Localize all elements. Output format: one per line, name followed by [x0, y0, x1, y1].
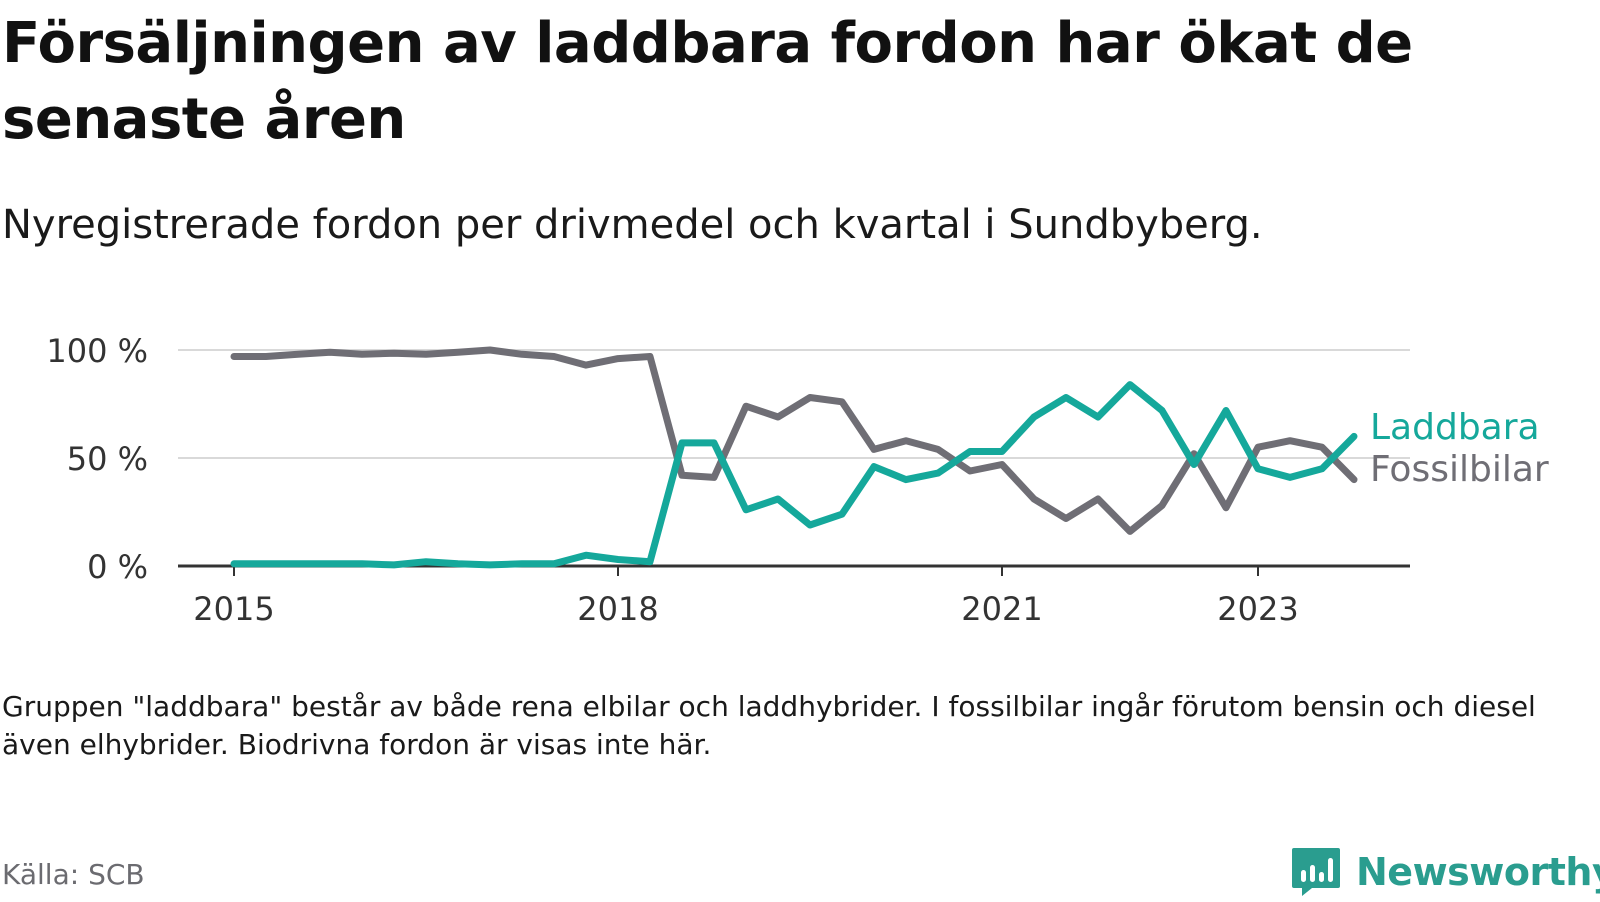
- chart-subtitle: Nyregistrerade fordon per drivmedel och …: [2, 202, 1263, 248]
- legend-label-fossilbilar: Fossilbilar: [1370, 449, 1549, 490]
- x-tick-label: 2015: [193, 590, 274, 628]
- series-line-fossilbilar: [230, 346, 1358, 535]
- series-lines: [230, 346, 1358, 569]
- brand-logo-block[interactable]: Newsworthy: [1290, 842, 1600, 902]
- line-chart: 0 % 50 % 100 % 2015 2018 2021 2023 LaddbaraFos…: [46, 332, 1549, 628]
- x-tick-label: 2018: [577, 590, 658, 628]
- legend-label-laddbara: Laddbara: [1370, 407, 1540, 448]
- newsworthy-logo-icon: [1292, 848, 1340, 896]
- y-tick-label: 100 %: [46, 332, 148, 370]
- x-tick-label: 2023: [1217, 590, 1298, 628]
- chart-title: Försäljningen av laddbara fordon har öka…: [2, 11, 1413, 152]
- source-label: Källa: SCB: [2, 858, 145, 891]
- x-tick-label: 2021: [961, 590, 1042, 628]
- y-tick-label: 50 %: [67, 440, 148, 478]
- y-tick-label: 0 %: [87, 548, 148, 586]
- series-line-laddbara: [230, 381, 1358, 569]
- brand-name: Newsworthy: [1356, 850, 1600, 894]
- chart-note: Gruppen "laddbara" består av både rena e…: [2, 690, 1536, 761]
- gridlines: [178, 349, 1410, 459]
